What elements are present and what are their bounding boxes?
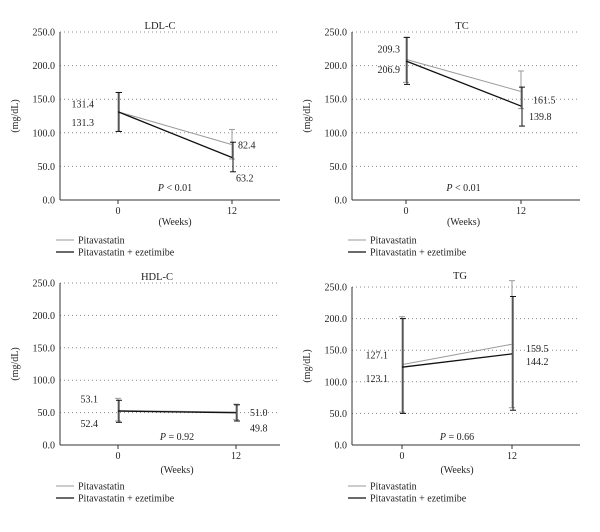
y-tick-label: 0.0: [43, 196, 56, 207]
y-axis-label: (mg/dL): [10, 347, 21, 380]
legend-label: Pitavastatin + ezetimibe: [78, 494, 175, 505]
data-label: 123.1: [366, 374, 389, 385]
x-tick-label: 12: [227, 206, 237, 217]
y-tick-label: 250.0: [33, 279, 56, 290]
x-axis-label: (Weeks): [160, 465, 193, 476]
y-tick-label: 250.0: [325, 28, 348, 39]
p-value: P = 0.66: [439, 432, 474, 443]
y-tick-label: 50.0: [38, 162, 56, 173]
data-label: 159.5: [526, 344, 549, 355]
y-tick-label: 250.0: [325, 283, 348, 294]
y-axis-label: (mg/dL): [302, 99, 313, 132]
y-tick-label: 0.0: [43, 441, 56, 452]
y-tick-label: 150.0: [33, 343, 56, 354]
chart-title: HDL-C: [141, 272, 173, 283]
p-value-text: < 0.01: [164, 183, 192, 194]
data-label: 52.4: [81, 419, 99, 430]
y-tick-label: 50.0: [330, 162, 348, 173]
chart-title: TG: [453, 271, 467, 282]
y-tick-label: 150.0: [325, 95, 348, 106]
p-value-symbol: P: [445, 183, 452, 194]
y-tick-label: 150.0: [325, 346, 348, 357]
y-tick-label: 0.0: [335, 441, 348, 452]
series-line-combination: [117, 111, 233, 159]
x-axis-label: (Weeks): [440, 465, 473, 476]
series-line-pitavastatin: [117, 111, 233, 146]
x-tick-label: 12: [231, 451, 241, 462]
series-line-combination: [401, 353, 513, 368]
y-tick-label: 50.0: [330, 409, 348, 420]
chart-panel-tg: 0.0 50.0 100.0 150.0 200.0 250.0 0 12 TG (mg/dL) (…: [302, 271, 580, 505]
legend-label: Pitavastatin + ezetimibe: [78, 248, 175, 259]
legend-label: Pitavastatin: [78, 482, 125, 493]
series-line-pitavastatin: [401, 343, 513, 366]
chart-title: TC: [455, 21, 468, 32]
data-label: 209.3: [378, 44, 401, 55]
chart-panel-hdl-c: 0.0 50.0 100.0 150.0 200.0 250.0 0 12 HDL-C (mg/d…: [10, 272, 280, 505]
x-tick-label: 12: [507, 451, 517, 462]
chart-panel-ldl-c: 0.0 50.0 100.0 150.0 200.0 250.0 0 12 LDL-C (mg/d…: [10, 21, 280, 259]
x-axis-label: (Weeks): [158, 217, 191, 228]
y-tick-label: 100.0: [33, 128, 56, 139]
p-value-text: = 0.92: [166, 432, 194, 443]
y-tick-label: 100.0: [325, 128, 348, 139]
y-tick-label: 200.0: [33, 311, 56, 322]
series-line-combination: [405, 60, 522, 107]
legend-label: Pitavastatin + ezetimibe: [370, 248, 467, 259]
data-label: 82.4: [238, 141, 256, 152]
y-tick-label: 200.0: [325, 61, 348, 72]
x-tick-label: 0: [116, 451, 121, 462]
data-label: 144.2: [526, 357, 549, 368]
p-value: P < 0.01: [445, 183, 480, 194]
chart-title: LDL-C: [145, 21, 176, 32]
y-tick-label: 150.0: [33, 95, 56, 106]
legend-label: Pitavastatin: [78, 236, 125, 247]
p-value: P < 0.01: [157, 183, 192, 194]
data-label: 206.9: [378, 65, 401, 76]
x-tick-label: 0: [404, 206, 409, 217]
y-tick-label: 50.0: [38, 408, 56, 419]
p-value-symbol: P: [157, 183, 164, 194]
data-label: 139.8: [529, 112, 552, 123]
chart-panel-tc: 0.0 50.0 100.0 150.0 200.0 250.0 0 12 TC (mg/dL) (…: [302, 21, 580, 259]
data-label: 127.1: [366, 351, 389, 362]
legend-label: Pitavastatin + ezetimibe: [370, 494, 467, 505]
data-label: 63.2: [236, 174, 254, 185]
y-axis-label: (mg/dL): [302, 349, 313, 382]
series-line-pitavastatin: [405, 58, 522, 92]
x-tick-label: 12: [516, 206, 526, 217]
data-label: 161.5: [533, 95, 556, 106]
x-tick-label: 0: [116, 206, 121, 217]
p-value-symbol: P: [159, 432, 166, 443]
y-tick-label: 0.0: [335, 196, 348, 207]
p-value-symbol: P: [439, 432, 446, 443]
data-label: 53.1: [81, 395, 99, 406]
y-axis-label: (mg/dL): [10, 99, 21, 132]
y-tick-label: 100.0: [325, 377, 348, 388]
data-label: 51.0: [250, 408, 268, 419]
p-value: P = 0.92: [159, 432, 194, 443]
y-tick-label: 200.0: [33, 61, 56, 72]
data-label: 49.8: [250, 424, 268, 435]
x-tick-label: 0: [400, 451, 405, 462]
data-label: 131.4: [72, 100, 95, 111]
y-tick-label: 200.0: [325, 314, 348, 325]
x-axis-label: (Weeks): [447, 217, 480, 228]
y-tick-label: 100.0: [33, 376, 56, 387]
y-tick-label: 250.0: [33, 28, 56, 39]
data-label: 131.3: [72, 118, 95, 129]
series-line-combination: [117, 410, 237, 414]
legend-label: Pitavastatin: [370, 482, 417, 493]
legend-label: Pitavastatin: [370, 236, 417, 247]
p-value-text: = 0.66: [446, 432, 474, 443]
p-value-text: < 0.01: [452, 183, 480, 194]
